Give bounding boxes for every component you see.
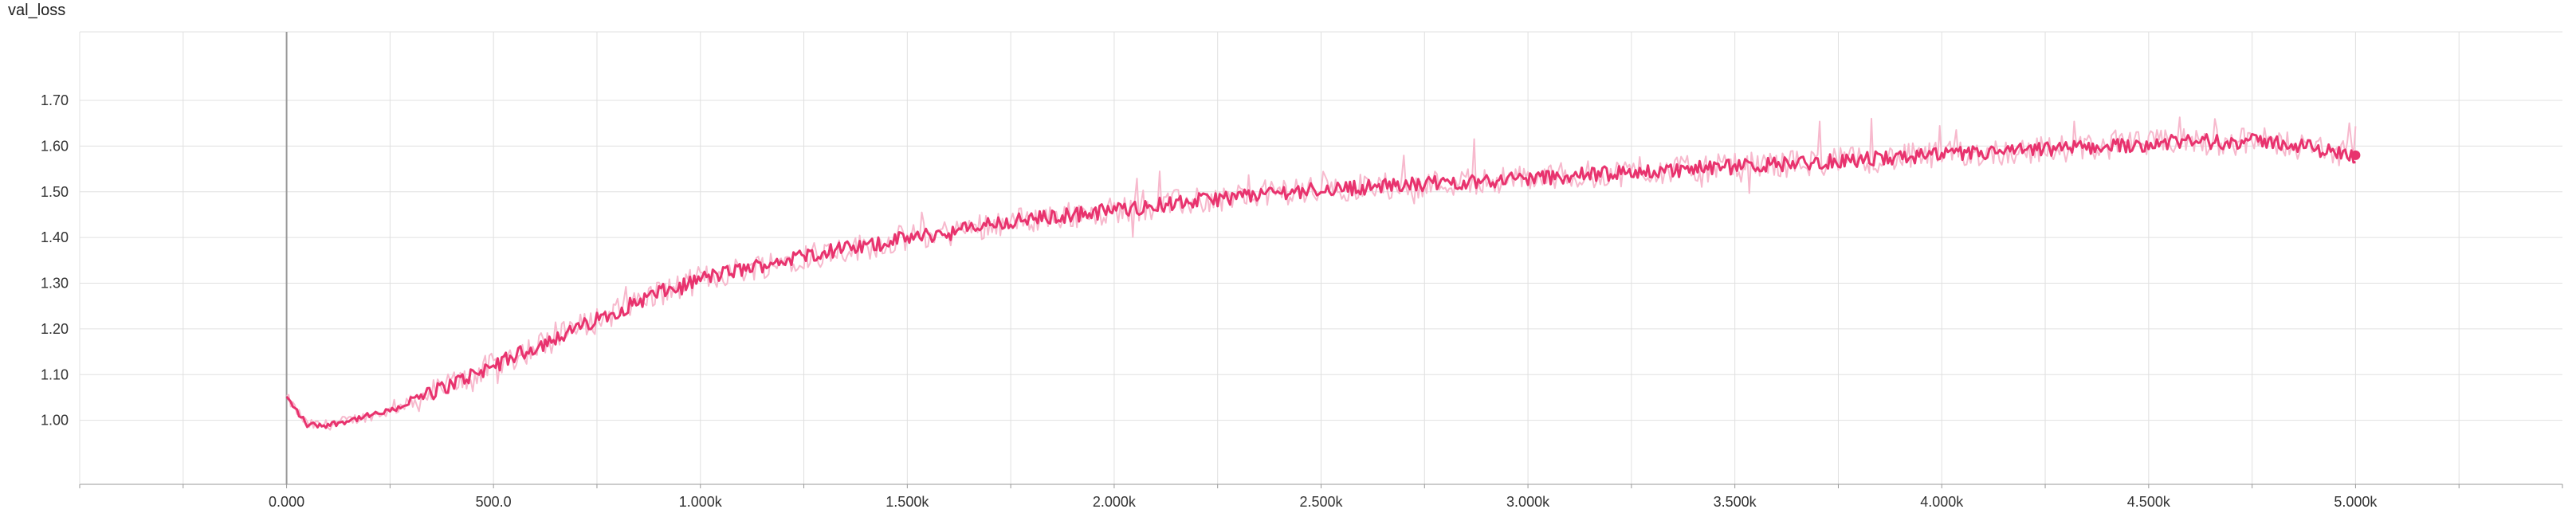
x-tick-labels: 0.000 500.0 1.000k 1.500k 2.000k 2.500k 3.000k… <box>269 494 2378 510</box>
x-tick-label: 4.500k <box>2127 494 2171 510</box>
y-tick-label: 1.50 <box>41 184 69 200</box>
x-tick-label: 1.500k <box>886 494 929 510</box>
x-tick-label: 4.000k <box>1920 494 1964 510</box>
y-tick-label: 1.70 <box>41 92 69 108</box>
axes <box>79 32 2563 488</box>
x-tick-label: 2.000k <box>1093 494 1137 510</box>
y-tick-label: 1.20 <box>41 321 69 337</box>
smoothed-series <box>285 132 2361 429</box>
x-tick-label: 5.000k <box>2334 494 2378 510</box>
chart-title: val_loss <box>8 2 66 19</box>
y-tick-labels: 1.00 1.10 1.20 1.30 1.40 1.50 1.60 1.70 <box>41 92 69 429</box>
smoothed-series-line <box>285 132 2356 429</box>
y-tick-label: 1.10 <box>41 366 69 382</box>
x-tick-label: 500.0 <box>476 494 512 510</box>
x-tick-label: 1.000k <box>679 494 723 510</box>
x-tick-label: 0.000 <box>269 494 304 510</box>
y-tick-label: 1.30 <box>41 276 69 292</box>
x-tick-label: 2.500k <box>1299 494 1343 510</box>
x-tick-label: 3.500k <box>1714 494 1757 510</box>
end-point-marker <box>2350 150 2361 160</box>
grid <box>80 31 2562 484</box>
y-tick-label: 1.00 <box>41 413 69 429</box>
x-tick-label: 3.000k <box>1506 494 1550 510</box>
y-tick-label: 1.40 <box>41 229 69 245</box>
y-tick-label: 1.60 <box>41 138 69 154</box>
